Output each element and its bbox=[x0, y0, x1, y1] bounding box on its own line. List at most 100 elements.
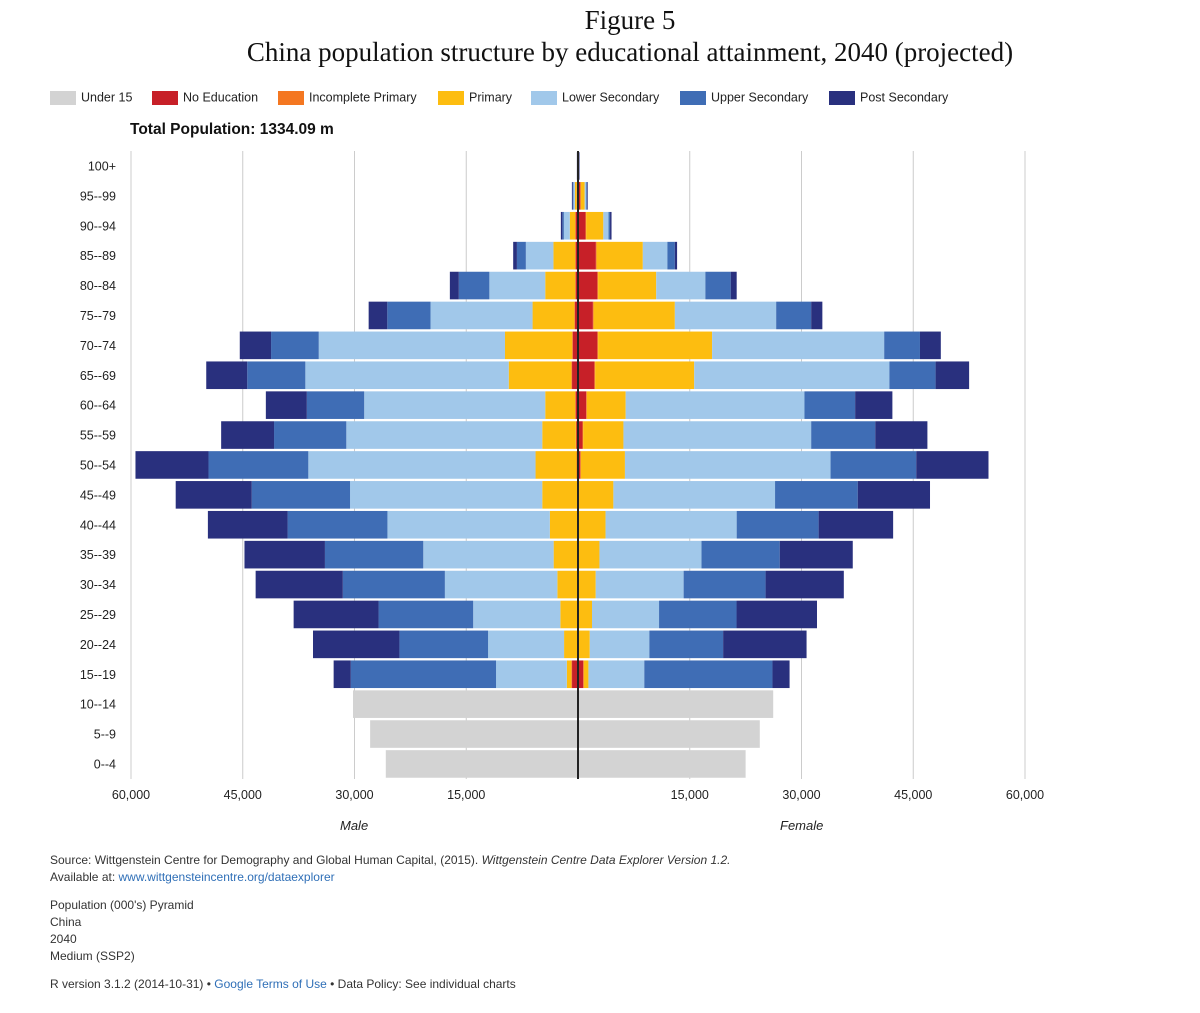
bar-segment-female-incomplete-primary bbox=[583, 660, 584, 689]
age-group-label: 45--49 bbox=[80, 488, 116, 502]
bar-segment-male-post-secondary bbox=[135, 451, 209, 479]
age-group-label: 15--19 bbox=[80, 668, 116, 682]
x-tick-label: 15,000 bbox=[447, 788, 485, 802]
legend-swatch bbox=[680, 90, 706, 105]
bar-segment-female-no-education bbox=[578, 271, 598, 300]
bar-segment-female-lower-secondary bbox=[623, 421, 812, 449]
bar-segment-male-no-education bbox=[575, 391, 578, 419]
bar-segment-female-upper-secondary bbox=[736, 510, 819, 539]
bar-segment-female-post-secondary bbox=[818, 510, 894, 539]
bar-segment-female-post-secondary bbox=[916, 451, 989, 479]
bar-segment-male-incomplete-primary bbox=[575, 391, 576, 419]
bar-segment-female-lower-secondary bbox=[712, 331, 885, 360]
bar-segment-male-upper-secondary bbox=[350, 660, 497, 689]
bar-segment-male-incomplete-primary bbox=[574, 301, 576, 330]
bar-segment-male-primary bbox=[542, 421, 576, 449]
age-group-label: 10--14 bbox=[80, 698, 116, 712]
bar-segment-female-lower-secondary bbox=[599, 540, 702, 569]
bar-segment-female-incomplete-primary bbox=[594, 361, 596, 390]
bar-segment-male-post-secondary bbox=[571, 182, 573, 210]
legend-label: Lower Secondary bbox=[562, 90, 660, 105]
legend-item-post-secondary[interactable]: Post Secondary bbox=[829, 90, 948, 105]
age-group-label: 0--4 bbox=[94, 757, 116, 771]
bar-segment-female-post-secondary bbox=[674, 241, 678, 270]
x-tick-label: 45,000 bbox=[224, 788, 262, 802]
available-label: Available at: bbox=[50, 870, 119, 884]
bar-segment-female-under-15 bbox=[578, 720, 760, 748]
google-terms-link[interactable]: Google Terms of Use bbox=[214, 977, 327, 991]
age-group-label: 85--89 bbox=[80, 249, 116, 263]
age-group-label: 5--9 bbox=[94, 728, 116, 742]
bar-segment-female-upper-secondary bbox=[701, 540, 780, 569]
bar-segment-male-post-secondary bbox=[221, 421, 275, 449]
source-link[interactable]: www.wittgensteincentre.org/dataexplorer bbox=[118, 870, 335, 884]
bar-segment-female-primary bbox=[579, 481, 614, 509]
bar-segment-female-post-secondary bbox=[935, 361, 970, 390]
bar-segment-male-lower-secondary bbox=[489, 271, 546, 300]
bar-segment-male-lower-secondary bbox=[318, 331, 505, 360]
bar-segment-male-primary bbox=[566, 660, 572, 689]
population-pyramid-chart: 100+ 95--99 90--94 85--89 80--84 75--79 70--74… bbox=[80, 151, 1044, 802]
bar-segment-female-under-15 bbox=[578, 750, 746, 778]
bar-segment-male-under-15 bbox=[385, 750, 578, 778]
source-availability: Available at: www.wittgensteincentre.org… bbox=[50, 869, 1150, 886]
footer-separator: • bbox=[326, 977, 338, 991]
bar-segment-male-post-secondary bbox=[449, 271, 459, 300]
legend-item-incomplete-primary[interactable]: Incomplete Primary bbox=[278, 90, 417, 105]
bar-segment-male-primary bbox=[557, 570, 578, 599]
source-prefix: Source: Wittgenstein Centre for Demograp… bbox=[50, 853, 482, 867]
bar-segment-female-post-secondary bbox=[610, 211, 612, 240]
bar-segment-male-primary bbox=[545, 271, 576, 300]
bar-segment-female-upper-secondary bbox=[659, 600, 737, 629]
bar-segment-male-primary bbox=[532, 301, 575, 330]
x-tick-label: 45,000 bbox=[894, 788, 932, 802]
bar-segment-female-post-secondary bbox=[723, 630, 807, 659]
age-group-label: 60--64 bbox=[80, 399, 116, 413]
bar-segment-female-no-education bbox=[578, 391, 587, 419]
figure-heading: Figure 5 China population structure by e… bbox=[0, 4, 1200, 68]
bar-segment-female-upper-secondary bbox=[889, 361, 936, 390]
data-policy: Data Policy: See individual charts bbox=[337, 977, 516, 991]
bar-segment-male-lower-secondary bbox=[430, 301, 533, 330]
bar-segment-male-primary bbox=[553, 540, 578, 569]
legend-item-lower-secondary[interactable]: Lower Secondary bbox=[531, 90, 659, 105]
bar-segment-female-primary bbox=[586, 211, 604, 240]
bar-segment-male-upper-secondary bbox=[342, 570, 445, 599]
age-group-label: 100+ bbox=[88, 159, 116, 173]
detail-line: 2040 bbox=[50, 932, 77, 946]
bar-segment-female-no-education bbox=[578, 182, 581, 210]
age-group-label: 20--24 bbox=[80, 638, 116, 652]
bar-segment-male-primary bbox=[545, 391, 576, 419]
bar-segment-female-incomplete-primary bbox=[580, 451, 581, 479]
bar-segment-female-post-secondary bbox=[875, 421, 928, 449]
legend-swatch bbox=[152, 90, 178, 105]
legend-item-upper-secondary[interactable]: Upper Secondary bbox=[680, 90, 808, 105]
bar-segment-female-incomplete-primary bbox=[582, 421, 584, 449]
legend-item-under-15[interactable]: Under 15 bbox=[50, 90, 132, 105]
bar-segment-male-lower-secondary bbox=[563, 211, 570, 240]
bar-segment-male-primary bbox=[508, 361, 572, 390]
bar-segment-male-under-15 bbox=[370, 720, 578, 748]
r-version: R version 3.1.2 (2014-10-31) bbox=[50, 977, 204, 991]
bar-segment-female-incomplete-primary bbox=[595, 241, 597, 270]
bar-segment-female-primary bbox=[595, 361, 695, 390]
bar-segment-female-primary bbox=[580, 451, 625, 479]
legend-item-primary[interactable]: Primary bbox=[438, 90, 512, 105]
bar-segment-male-upper-secondary bbox=[247, 361, 306, 390]
bar-segment-female-incomplete-primary bbox=[592, 301, 594, 330]
bar-segment-female-primary bbox=[583, 660, 589, 689]
legend-label: Post Secondary bbox=[860, 90, 949, 105]
bar-segment-female-lower-secondary bbox=[694, 361, 890, 390]
bar-segment-female-lower-secondary bbox=[674, 301, 777, 330]
bar-segment-female-primary bbox=[578, 510, 606, 539]
age-group-label: 25--29 bbox=[80, 608, 116, 622]
legend-swatch bbox=[438, 90, 464, 105]
bar-segment-female-post-secondary bbox=[772, 660, 790, 689]
x-tick-label: 15,000 bbox=[671, 788, 709, 802]
bar-segment-female-post-secondary bbox=[857, 481, 931, 509]
bar-segment-female-post-secondary bbox=[919, 331, 941, 360]
bar-segment-male-incomplete-primary bbox=[571, 361, 573, 390]
bar-segment-male-no-education bbox=[572, 361, 578, 390]
bar-segment-male-post-secondary bbox=[560, 211, 563, 240]
legend-item-no-education[interactable]: No Education bbox=[152, 90, 258, 105]
